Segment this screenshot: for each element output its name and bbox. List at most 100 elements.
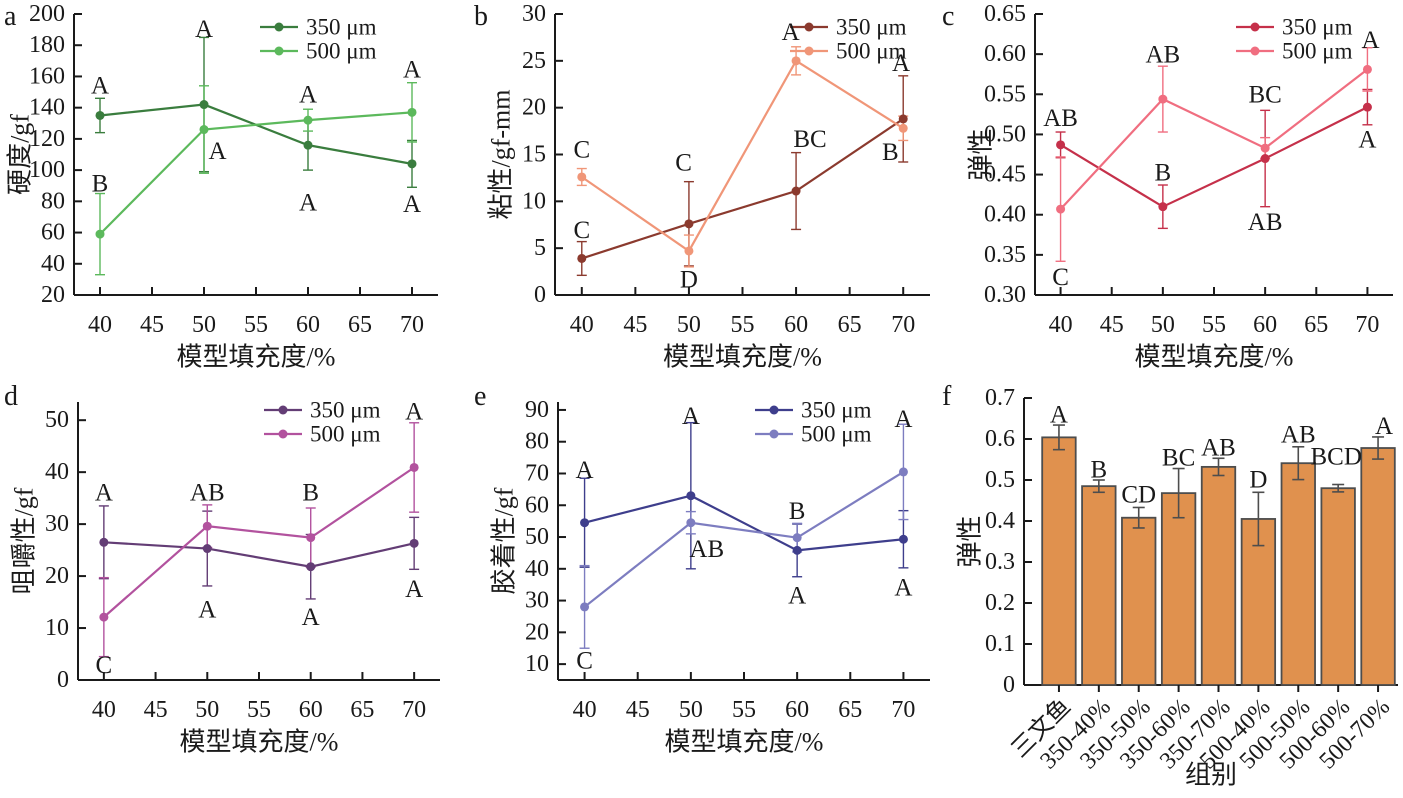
x-tick-label: 50 <box>1151 312 1175 338</box>
y-axis-title: 粘性/gf-mm <box>487 90 516 220</box>
data-point-500μm <box>580 602 590 612</box>
y-tick-label: 160 <box>29 63 65 89</box>
x-tick-label: 55 <box>244 312 268 338</box>
data-point-500μm <box>791 56 801 66</box>
legend-marker <box>1250 46 1260 56</box>
y-tick-label: 0.45 <box>984 162 1026 188</box>
panel-d: d 0 10 20 30 40 50 咀嚼性/gf 40 45 50 55 60 65 70 模型填充度/%… <box>0 380 462 798</box>
bar-500-40% <box>1240 518 1277 686</box>
panel-letter-b: b <box>474 1 488 32</box>
panel-letter-a: a <box>4 1 17 32</box>
data-point-350μm <box>306 562 316 572</box>
x-axis-title: 模型填充度/% <box>177 343 336 372</box>
data-point-500μm <box>202 521 212 531</box>
x-tick-label: 60 <box>785 697 809 723</box>
legend-label: 350 μm <box>1282 15 1353 40</box>
data-point-500μm <box>1260 143 1270 153</box>
x-tick-label: 40 <box>573 697 597 723</box>
x-tick-label: 55 <box>731 312 755 338</box>
sig-letter: A <box>1358 127 1376 154</box>
y-tick-label: 0.4 <box>985 508 1015 534</box>
sig-letter: CD <box>1121 482 1156 509</box>
legend-marker <box>278 429 288 439</box>
x-tick-label: 55 <box>732 697 756 723</box>
data-point-350μm <box>99 537 109 547</box>
y-tick-label: 0.60 <box>984 41 1026 67</box>
legend-marker <box>769 429 779 439</box>
data-point-500μm <box>686 518 696 528</box>
x-axis-title: 模型填充度/% <box>665 728 824 757</box>
chart-c-springiness: 0.30 0.35 0.40 0.45 0.50 0.55 0.60 0.65 弹性 40 45 50… <box>967 1 1393 372</box>
sig-letter: C <box>675 149 692 176</box>
y-tick-label: 40 <box>45 459 69 485</box>
x-tick-label: 70 <box>891 697 915 723</box>
sig-letter: AB <box>190 479 225 506</box>
sig-letter: AB <box>1201 435 1236 462</box>
legend-label: 500 μm <box>306 39 377 64</box>
y-tick-label: 0.30 <box>984 282 1026 308</box>
y-tick-label: 50 <box>45 407 69 433</box>
sig-letter: A <box>208 138 226 165</box>
data-point-350μm <box>686 491 696 501</box>
sig-letter: AB <box>1248 209 1283 236</box>
panel-letter-e: e <box>474 381 487 412</box>
y-tick-label: 0 <box>534 282 546 308</box>
sig-letter: B <box>302 479 319 506</box>
series-line-500μm <box>1059 68 1369 210</box>
sig-letter: A <box>1361 27 1379 54</box>
sig-letter: A <box>1050 401 1068 428</box>
y-tick-label: 70 <box>525 460 549 486</box>
sig-letter: A <box>403 191 421 218</box>
data-point-500μm <box>898 467 908 477</box>
x-tick-label: 45 <box>626 697 650 723</box>
panel-f: f 0 0.1 0.2 0.3 0.4 0.5 0.6 0.7 弹性 三文鱼 350-40% 350-… <box>938 380 1403 798</box>
x-tick-label: 65 <box>350 697 374 723</box>
legend-marker <box>804 46 814 56</box>
data-point-500μm <box>577 172 587 182</box>
x-tick-label: 45 <box>1100 312 1124 338</box>
chart-f-springiness-bars: 00.10.20.30.40.50.60.7弹性三文鱼350-40%350-50… <box>956 385 1398 790</box>
bar-500-60% <box>1320 487 1356 686</box>
y-tick-label: 0 <box>1003 672 1015 698</box>
sig-letter: AB <box>689 536 724 563</box>
x-tick-label: 40 <box>570 312 594 338</box>
sig-letter: B <box>92 171 109 198</box>
sig-letter: A <box>682 403 700 430</box>
legend-label: 350 μm <box>836 15 907 40</box>
y-tick-label: 100 <box>29 157 65 183</box>
sig-letter: A <box>302 604 320 631</box>
series-line-350μm <box>581 117 904 260</box>
sig-letter: C <box>96 652 113 679</box>
x-tick-label: 40 <box>1049 312 1073 338</box>
x-axis-title: 模型填充度/% <box>1135 343 1294 372</box>
sig-letter: A <box>576 457 594 484</box>
series-line-500μm <box>583 470 905 608</box>
data-point-350μm <box>1158 202 1168 212</box>
data-point-350μm <box>577 253 587 263</box>
panel-letter-d: d <box>4 381 18 412</box>
x-tick-label: 70 <box>402 697 426 723</box>
data-point-500μm <box>95 229 105 239</box>
sig-letter: A <box>892 50 910 77</box>
x-tick-label: 60 <box>784 312 808 338</box>
y-tick-label: 15 <box>522 142 546 168</box>
x-tick-label: 45 <box>623 312 647 338</box>
sig-letter: A <box>91 72 109 99</box>
y-axis-title: 弹性 <box>967 128 996 180</box>
sig-letter: BC <box>1248 82 1281 109</box>
x-tick-label: 40 <box>92 697 116 723</box>
y-tick-label: 20 <box>522 95 546 121</box>
series-line-500μm <box>99 111 413 235</box>
bar-三文鱼 <box>1041 436 1077 686</box>
panel-b: b 0 5 10 15 20 25 30 粘性/gf-mm 40 45 50 55 60 65 70 模型填充… <box>470 0 936 378</box>
data-point-500μm <box>792 533 802 543</box>
y-tick-label: 0.5 <box>985 467 1015 493</box>
series-line-500μm <box>103 466 415 618</box>
x-tick-label: 55 <box>1202 312 1226 338</box>
x-tick-label: 45 <box>144 697 168 723</box>
data-point-350μm <box>684 219 694 229</box>
sig-letter: AB <box>1145 41 1180 68</box>
y-tick-label: 0.50 <box>984 121 1026 147</box>
